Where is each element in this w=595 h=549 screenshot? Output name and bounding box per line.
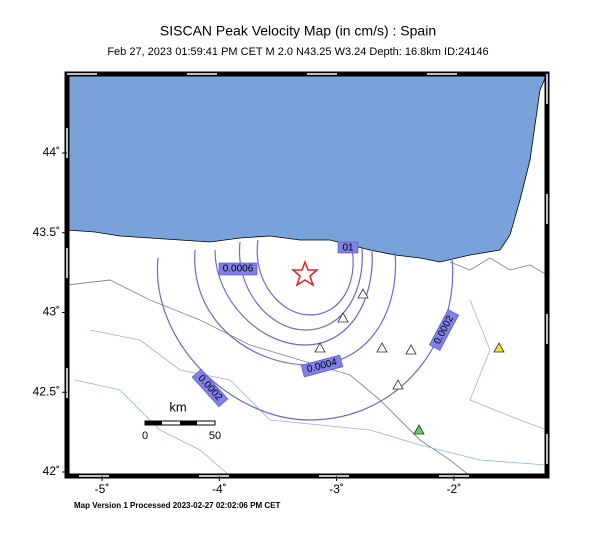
epicenter <box>290 259 320 287</box>
contour-label-bg <box>300 354 344 378</box>
stations <box>314 288 505 435</box>
contour-label-bg <box>337 241 359 254</box>
lat-tick-label: 44˚ <box>43 145 60 159</box>
lon-tick-label: -5˚ <box>95 482 110 496</box>
subtitle: Feb 27, 2023 01:59:41 PM CET M 2.0 N43.2… <box>107 46 488 58</box>
lat-tick-label: 42.5˚ <box>33 384 60 398</box>
lat-tick-label: 43˚ <box>43 305 60 319</box>
scale-start: 0 <box>142 430 148 442</box>
map-area: 0.0006 0.0004 0.0002 0.0002 01 <box>64 71 550 479</box>
scale-bar-seg <box>145 421 162 425</box>
contour <box>256 239 354 316</box>
station <box>405 344 417 355</box>
station <box>392 379 404 390</box>
station <box>357 288 369 299</box>
contour <box>214 249 373 346</box>
river <box>74 379 231 477</box>
scale-unit: km <box>169 399 186 414</box>
contour-label-bg <box>428 309 460 351</box>
title: SISCAN Peak Velocity Map (in cm/s) : Spa… <box>160 23 436 39</box>
station <box>314 342 326 353</box>
lon-tick-label: -3˚ <box>329 482 344 496</box>
river <box>469 299 548 431</box>
sea <box>66 73 548 263</box>
border <box>449 257 548 276</box>
lon-tick-label: -4˚ <box>212 482 227 496</box>
scale-end: 50 <box>209 430 221 442</box>
contour-label-bg <box>191 368 229 408</box>
contour-label: 01 <box>342 243 354 254</box>
scale-bar-seg <box>180 421 197 425</box>
frame-ticks <box>66 73 548 477</box>
scale-bar: km 0 50 <box>142 399 221 441</box>
river <box>89 329 548 466</box>
station <box>413 424 425 435</box>
footer: Map Version 1 Processed 2023-02-27 02:02… <box>74 501 280 510</box>
contour-label-bg <box>218 262 258 276</box>
station <box>337 312 349 323</box>
lon-tick-label: -2˚ <box>447 482 462 496</box>
lat-tick-label: 43.5˚ <box>33 225 60 239</box>
contour-label: 0.0006 <box>223 264 254 275</box>
lat-tick-label: 42˚ <box>43 464 60 478</box>
station <box>493 342 505 353</box>
station <box>376 342 388 353</box>
contour <box>238 241 363 331</box>
